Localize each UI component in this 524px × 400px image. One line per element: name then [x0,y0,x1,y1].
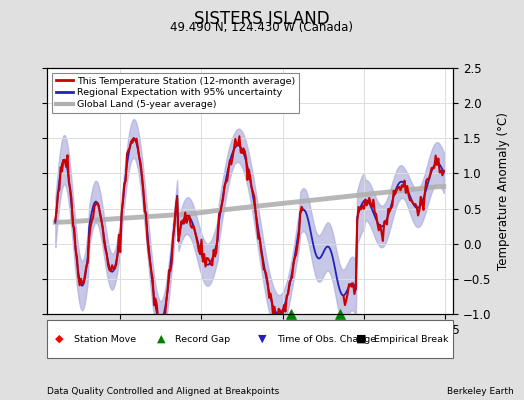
Y-axis label: Temperature Anomaly (°C): Temperature Anomaly (°C) [497,112,510,270]
Text: ◆: ◆ [55,334,64,344]
Text: Record Gap: Record Gap [175,334,230,344]
Text: Data Quality Controlled and Aligned at Breakpoints: Data Quality Controlled and Aligned at B… [47,387,279,396]
Text: SISTERS ISLAND: SISTERS ISLAND [194,10,330,28]
Text: Time of Obs. Change: Time of Obs. Change [277,334,376,344]
Text: ▼: ▼ [258,334,267,344]
Text: 49.490 N, 124.430 W (Canada): 49.490 N, 124.430 W (Canada) [170,21,354,34]
Text: ▲: ▲ [157,334,165,344]
Text: Berkeley Earth: Berkeley Earth [447,387,514,396]
Text: ■: ■ [356,334,366,344]
Text: Empirical Break: Empirical Break [374,334,449,344]
Legend: This Temperature Station (12-month average), Regional Expectation with 95% uncer: This Temperature Station (12-month avera… [52,73,299,113]
Text: Station Move: Station Move [73,334,136,344]
